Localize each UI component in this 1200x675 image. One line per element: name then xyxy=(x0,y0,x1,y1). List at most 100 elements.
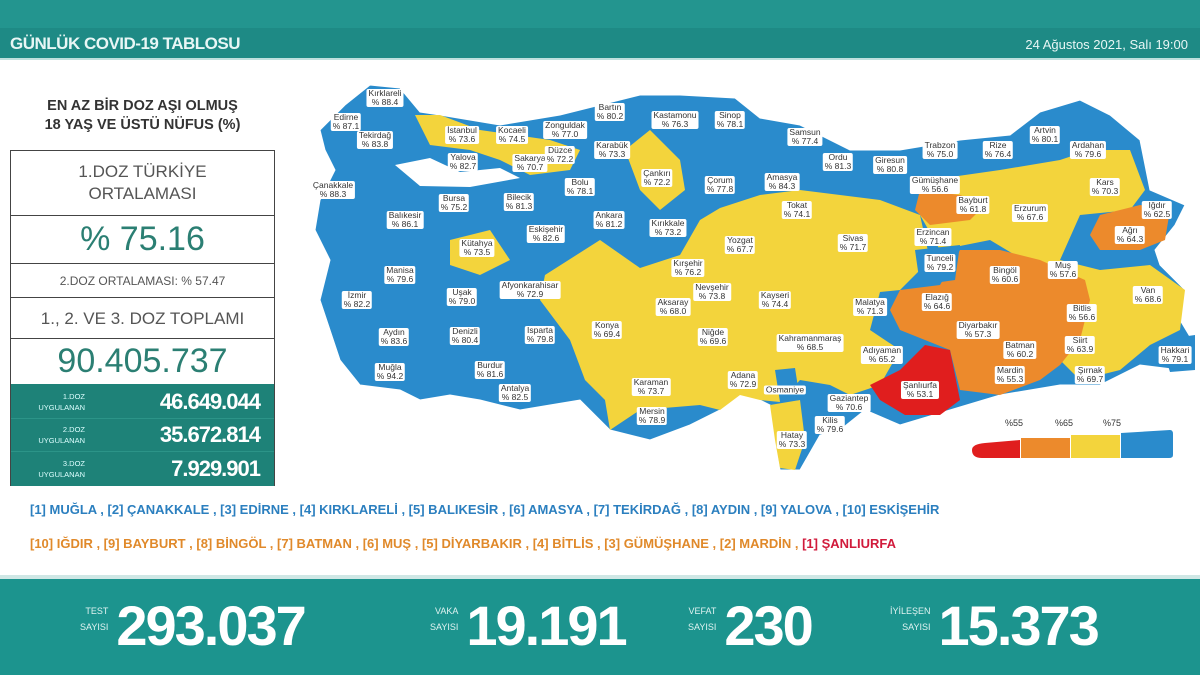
province-name: Karabük xyxy=(596,140,628,150)
dose-row: 2.DOZ UYGULANAN 35.672.814 xyxy=(11,419,274,452)
second-dose-average: 2.DOZ ORTALAMASI: % 57.47 xyxy=(11,264,274,298)
province-value: % 64.6 xyxy=(923,301,951,311)
bottom-ranking: [10] IĞDIR , [9] BAYBURT , [8] BİNGÖL , … xyxy=(30,536,896,551)
province-name: Kırşehir xyxy=(673,258,703,268)
province-value: % 74.4 xyxy=(761,299,789,309)
province-label: Denizli% 80.4 xyxy=(449,326,481,345)
province-name: Malatya xyxy=(855,297,885,307)
province-label: Çankırı% 72.2 xyxy=(641,169,673,187)
first-dose-label-2: ORTALAMASI xyxy=(88,184,197,203)
bottom-ranking-red: [1] ŞANLIURFA xyxy=(802,536,896,551)
province-value: % 79.6 xyxy=(816,424,844,434)
province-label: Tunceli% 79.2 xyxy=(924,254,956,272)
province-value: % 73.7 xyxy=(637,386,665,396)
province-label: Konya% 69.4 xyxy=(591,320,623,339)
province-label: Giresun% 80.8 xyxy=(873,156,907,174)
province-name: Adana xyxy=(730,370,756,380)
province-name: Adıyaman xyxy=(862,345,902,355)
province-value: % 79.0 xyxy=(448,296,476,306)
province-value: % 76.2 xyxy=(674,267,702,277)
province-name: Manisa xyxy=(386,265,414,275)
vaccination-panel: 1.DOZ TÜRKİYE ORTALAMASI % 75.16 2.DOZ O… xyxy=(10,150,275,486)
province-value: % 64.3 xyxy=(1116,234,1144,244)
dose-value: 46.649.044 xyxy=(159,389,261,414)
legend-bar xyxy=(972,430,1173,458)
province-value: % 55.3 xyxy=(996,374,1024,384)
province-label: Artvin% 80.1 xyxy=(1029,126,1061,144)
dose-value: 7.929.901 xyxy=(171,455,261,481)
province-value: % 73.8 xyxy=(698,291,726,301)
province-value: % 78.1 xyxy=(566,186,594,196)
province-label: Kırıkkale% 73.2 xyxy=(649,218,687,237)
province-name: Bayburt xyxy=(958,195,988,205)
date-label: 24 Ağustos 2021, Salı 19:00 xyxy=(1025,37,1188,52)
stat-value: 293.037 xyxy=(116,594,306,657)
province-value: % 86.1 xyxy=(391,219,419,229)
province-name: Afyonkarahisar xyxy=(501,280,559,290)
province-label: Nevşehir% 73.8 xyxy=(693,283,731,301)
province-label: Tokat% 74.1 xyxy=(781,201,813,219)
province-label: Amasya% 84.3 xyxy=(764,172,800,191)
legend-orange xyxy=(1021,438,1070,458)
province-label: Kütahya% 73.5 xyxy=(459,239,495,257)
province-value: % 77.0 xyxy=(551,129,579,139)
province-value: % 88.3 xyxy=(319,189,347,199)
province-name: Yalova xyxy=(450,152,476,162)
province-name: Kahramanmaraş xyxy=(778,333,842,343)
province-label: Bingöl% 60.6 xyxy=(989,266,1021,284)
province-label: Bolu% 78.1 xyxy=(564,178,596,196)
province-value: % 57.6 xyxy=(1049,269,1077,279)
first-dose-label-1: 1.DOZ TÜRKİYE xyxy=(78,162,207,181)
province-name: Kars xyxy=(1096,177,1114,187)
province-label: Muğla% 94.2 xyxy=(374,363,406,381)
province-label: Erzincan% 71.4 xyxy=(914,228,952,246)
province-value: % 77.8 xyxy=(706,184,734,194)
legend-red xyxy=(972,440,1020,458)
province-label: Hakkari% 79.1 xyxy=(1158,346,1192,364)
province-name: Kayseri xyxy=(760,290,790,300)
province-value: % 70.3 xyxy=(1091,186,1119,196)
province-name: Kırıkkale xyxy=(651,218,685,228)
province-value: % 68.0 xyxy=(659,306,687,316)
region-yellow-central xyxy=(540,190,930,430)
province-name: Sakarya xyxy=(514,153,546,163)
province-label: Antalya% 82.5 xyxy=(498,384,532,402)
province-name: Konya xyxy=(594,320,620,330)
province-value: % 65.2 xyxy=(868,354,896,364)
province-value: % 71.3 xyxy=(856,306,884,316)
province-name: Ardahan xyxy=(1071,140,1105,150)
province-label: Ağrı% 64.3 xyxy=(1114,226,1146,244)
province-name: Gümüşhane xyxy=(911,175,959,185)
province-value: % 68.6 xyxy=(1134,294,1162,304)
province-value: % 57.3 xyxy=(964,329,992,339)
province-name: Nevşehir xyxy=(695,282,729,292)
province-name: Gaziantep xyxy=(829,393,869,403)
province-value: % 79.8 xyxy=(526,334,554,344)
province-label: Malatya% 71.3 xyxy=(853,298,887,316)
province-label: İstanbul% 73.6 xyxy=(445,126,479,144)
province-label: Iğdır% 62.5 xyxy=(1141,200,1173,219)
province-name: Zonguldak xyxy=(545,120,585,130)
province-value: % 80.4 xyxy=(451,335,479,345)
province-label: Bitlis% 56.6 xyxy=(1066,304,1098,322)
province-name: Eskişehir xyxy=(528,224,564,234)
province-value: % 81.2 xyxy=(595,219,623,229)
province-name: Denizli xyxy=(452,326,478,336)
province-value: % 79.6 xyxy=(1074,149,1102,159)
province-name: Karaman xyxy=(633,377,669,387)
bottom-ranking-orange: [10] IĞDIR , [9] BAYBURT , [8] BİNGÖL , … xyxy=(30,536,803,551)
province-name: Siirt xyxy=(1072,335,1088,345)
province-value: % 70.6 xyxy=(835,402,863,412)
dose-row: 1.DOZ UYGULANAN 46.649.044 xyxy=(11,386,274,419)
province-name: Iğdır xyxy=(1148,200,1166,210)
province-name: Isparta xyxy=(527,325,553,335)
province-label: Çorum% 77.8 xyxy=(704,176,736,194)
province-value: % 78.9 xyxy=(638,415,666,425)
legend-threshold: %75 xyxy=(1103,418,1122,428)
province-value: % 84.3 xyxy=(768,181,796,191)
province-value: % 79.2 xyxy=(926,262,954,272)
province-label: Niğde% 69.6 xyxy=(697,328,729,346)
legend-threshold: %65 xyxy=(1055,418,1074,428)
province-name: Mardin xyxy=(997,365,1023,375)
province-name: Amasya xyxy=(766,172,798,182)
